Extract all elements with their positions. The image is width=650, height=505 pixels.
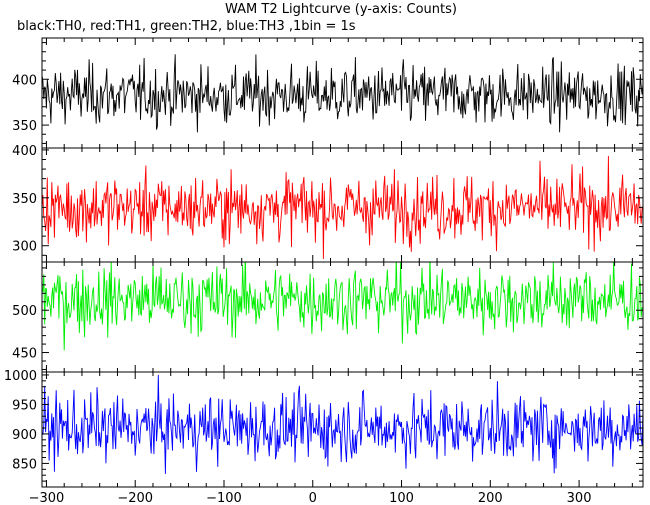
x-tick-label: 0: [309, 491, 317, 505]
y-tick-label: 450: [12, 347, 37, 362]
x-tick-label: 300: [567, 491, 592, 505]
y-tick-label: 400: [12, 73, 37, 88]
y-tick-label: 400: [12, 144, 37, 159]
x-tick-label: 200: [478, 491, 503, 505]
chart-title: WAM T2 Lightcurve (y-axis: Counts): [225, 2, 457, 17]
panel-TH1: 300 350 400: [12, 144, 644, 263]
y-tick-label: 950: [12, 398, 37, 413]
x-tick-label: −200: [117, 491, 153, 505]
panel-TH0: 350 400: [12, 37, 644, 149]
panel-frame: [41, 371, 644, 488]
y-tick-label: 500: [12, 304, 37, 319]
x-tick-label: 100: [389, 491, 414, 505]
panel-TH3: 850 900 950 1000: [4, 369, 644, 488]
y-tick-label: 1000: [4, 369, 37, 384]
y-tick-label: 850: [12, 457, 37, 472]
panels-group: 350 400 300 350 400 450 500 850 900 950 1000: [4, 37, 644, 488]
y-tick-label: 900: [12, 428, 37, 443]
series-line-TH3: [42, 374, 643, 474]
x-tick-label: −300: [29, 491, 65, 505]
panel-TH2: 450 500: [12, 261, 644, 373]
y-tick-label: 300: [12, 240, 37, 255]
chart-subtitle: black:TH0, red:TH1, green:TH2, blue:TH3 …: [17, 19, 356, 34]
series-line-TH1: [42, 155, 643, 260]
y-tick-label: 350: [12, 119, 37, 134]
y-tick-label: 350: [12, 192, 37, 207]
series-line-TH0: [42, 54, 643, 133]
x-axis-labels: −300 −200 −100 0 100 200 300: [29, 491, 592, 505]
x-tick-label: −100: [206, 491, 242, 505]
series-line-TH2: [42, 262, 643, 351]
